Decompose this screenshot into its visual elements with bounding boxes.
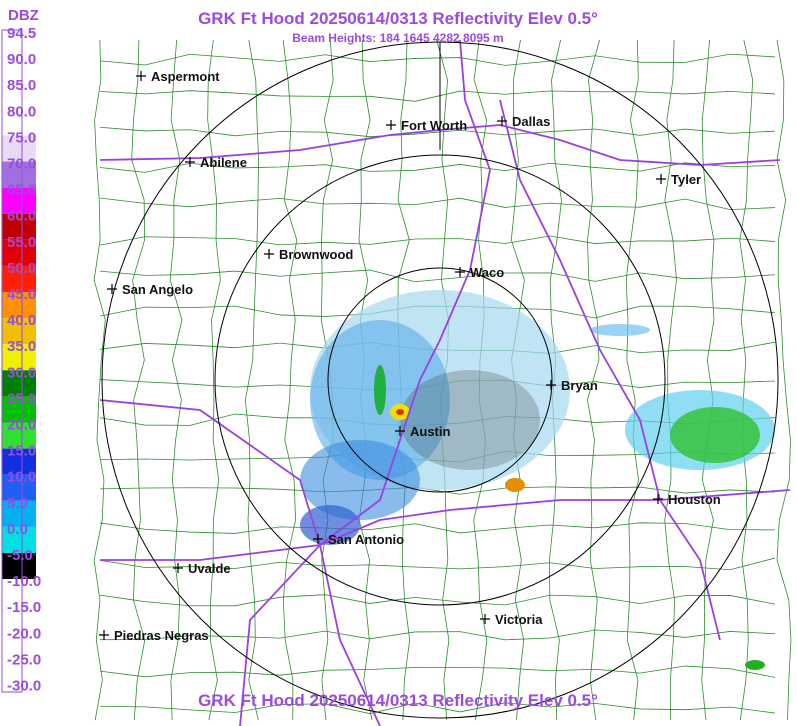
city-marker [386, 120, 396, 130]
county-line [99, 486, 776, 495]
city-label: San Angelo [122, 282, 193, 297]
county-line [99, 126, 776, 138]
county-line [739, 39, 754, 721]
city-label: Houston [668, 492, 721, 507]
legend-swatch [2, 135, 36, 162]
legend-swatch [2, 344, 36, 371]
county-line [99, 53, 776, 66]
county-line [99, 665, 776, 678]
city-label: Dallas [512, 114, 550, 129]
city-marker [497, 116, 507, 126]
county-line [99, 269, 776, 283]
cities: Aspermont Fort Worth Dallas Abilene Tyler Bro… [99, 69, 721, 643]
legend-frame [1, 29, 23, 693]
city-marker [107, 284, 117, 294]
legend-swatch [2, 292, 36, 319]
legend-swatch [2, 213, 36, 240]
county-line [99, 702, 776, 715]
color-legend: 94.590.085.080.075.070.065.060.055.050.0… [2, 25, 41, 710]
legend-unit: DBZ [8, 7, 39, 24]
county-line [169, 39, 183, 721]
legend-swatch [2, 631, 36, 658]
legend-label: -15.0 [7, 599, 41, 616]
city-label: Bryan [561, 378, 598, 393]
city-marker [264, 249, 274, 259]
county-line [99, 522, 776, 534]
range-rings [101, 41, 779, 719]
legend-label: -25.0 [7, 651, 41, 668]
county-line [625, 39, 639, 721]
legend-swatch [2, 500, 36, 527]
legend-swatch [2, 318, 36, 345]
legend-swatch [2, 579, 36, 606]
city-label: Victoria [495, 612, 543, 627]
city-marker [395, 426, 405, 436]
city-marker [480, 614, 490, 624]
city-label: Uvalde [188, 561, 231, 576]
legend-swatch [2, 657, 36, 684]
county-line [282, 39, 298, 721]
city-marker [656, 174, 666, 184]
city-marker [455, 267, 465, 277]
county-line [776, 39, 792, 721]
county-line [93, 39, 106, 721]
city-label: Aspermont [151, 69, 220, 84]
legend-swatch [2, 683, 36, 710]
city-label: Abilene [200, 155, 247, 170]
city-marker [136, 71, 146, 81]
legend-swatch [2, 553, 36, 580]
legend-label: -20.0 [7, 625, 41, 642]
city-marker [653, 494, 663, 504]
city-label: Piedras Negras [114, 628, 209, 643]
county-line [664, 39, 677, 721]
county-line [131, 39, 146, 721]
legend-swatch [2, 239, 36, 266]
legend-label: -10.0 [7, 573, 41, 590]
city-label: Austin [410, 424, 451, 439]
county-line [99, 594, 776, 607]
legend-swatch [2, 422, 36, 449]
city-marker [313, 534, 323, 544]
legend-label: 5.0 [7, 495, 28, 512]
legend-swatch [2, 109, 36, 136]
county-line [99, 90, 776, 102]
legend-swatch [2, 474, 36, 501]
city-marker [99, 630, 109, 640]
beam-heights: Beam Heights: 184 1645 4282 8095 m [292, 31, 503, 45]
county-line [207, 39, 221, 721]
legend-swatch [2, 57, 36, 84]
legend-label: -30.0 [7, 678, 41, 695]
legend-swatch [2, 265, 36, 292]
city-marker [185, 157, 195, 167]
city-marker [546, 380, 556, 390]
legend-swatch [2, 448, 36, 475]
legend-label: -5.0 [7, 547, 33, 564]
legend-swatch [2, 605, 36, 632]
city-marker [173, 563, 183, 573]
city-label: Fort Worth [401, 118, 467, 133]
county-line [586, 39, 600, 721]
city-label: Waco [470, 265, 504, 280]
county-line [701, 39, 715, 721]
legend-swatch [2, 526, 36, 553]
legend-swatch [2, 370, 36, 397]
legend-swatch [2, 396, 36, 423]
legend-label: 0.0 [7, 521, 28, 538]
county-line [99, 557, 776, 571]
legend-swatch [2, 187, 36, 214]
city-label: San Antonio [328, 532, 404, 547]
city-label: Tyler [671, 172, 701, 187]
legend-swatch [2, 83, 36, 110]
title: GRK Ft Hood 20250614/0313 Reflectivity E… [198, 9, 598, 28]
legend-swatch [2, 161, 36, 188]
footer-title: GRK Ft Hood 20250614/0313 Reflectivity E… [198, 691, 598, 710]
legend-swatch [2, 31, 36, 58]
county-line [99, 197, 776, 210]
highways [99, 39, 791, 726]
county-line [99, 235, 776, 246]
county-line [99, 162, 776, 173]
city-label: Brownwood [279, 247, 353, 262]
